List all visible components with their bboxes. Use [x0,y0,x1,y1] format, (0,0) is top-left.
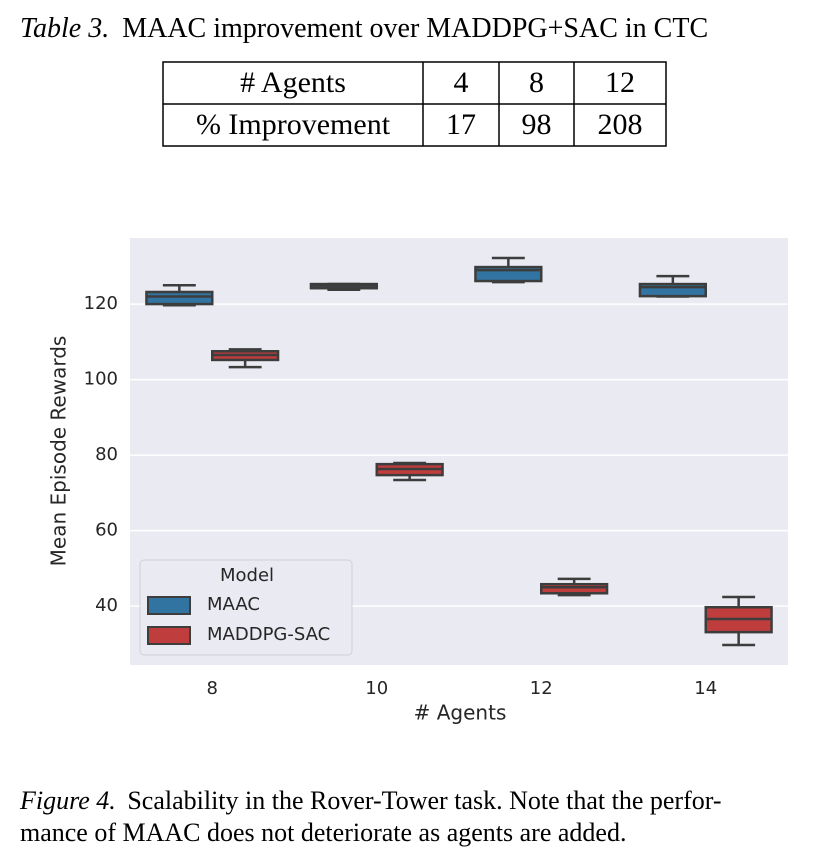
box [540,582,609,595]
table [162,61,667,147]
table-cell: % Improvement [196,108,391,141]
x-tick-label: 14 [694,678,717,699]
x-axis-label: # Agents [414,701,507,725]
table-cell: 17 [446,108,476,141]
x-tick-label: 8 [207,678,218,699]
x-tick-label: 10 [365,678,388,699]
plot [130,256,788,647]
legend-swatch [147,626,191,645]
figure-caption-line: mance of MAAC does not deteriorate as ag… [20,818,626,847]
y-tick-label: 120 [84,293,118,314]
y-tick-label: 100 [84,369,118,390]
legend-title: Model [220,565,274,586]
table-cell: # Agents [240,66,346,99]
box [145,290,214,306]
y-tick-label: 40 [95,595,118,616]
table-cell: 4 [454,66,469,99]
table-cell: 8 [529,66,544,99]
x-tick-label: 12 [530,678,553,699]
table-label: Table 3. [20,13,109,44]
legend-box [139,559,353,656]
legend-label: MADDPG-SAC [207,624,330,645]
legend-swatch [147,596,191,615]
table-cell: 208 [598,108,643,141]
y-tick-label: 80 [95,444,118,465]
legend-label: MAAC [207,594,260,615]
figure-caption: Figure 4. Scalability in the Rover-Tower… [19,786,722,815]
table-cell: 98 [522,108,552,141]
figure-label: Figure 4. [19,786,116,815]
y-tick-label: 60 [95,520,118,541]
table-caption-text: MAAC improvement over MADDPG+SAC in CTC [122,13,708,44]
figure-caption-line: Scalability in the Rover-Tower task. Not… [127,786,721,815]
table-caption: Table 3. MAAC improvement over MADDPG+SA… [20,13,708,44]
table-cell: 12 [605,66,635,99]
y-axis-label: Mean Episode Rewards [47,336,71,567]
